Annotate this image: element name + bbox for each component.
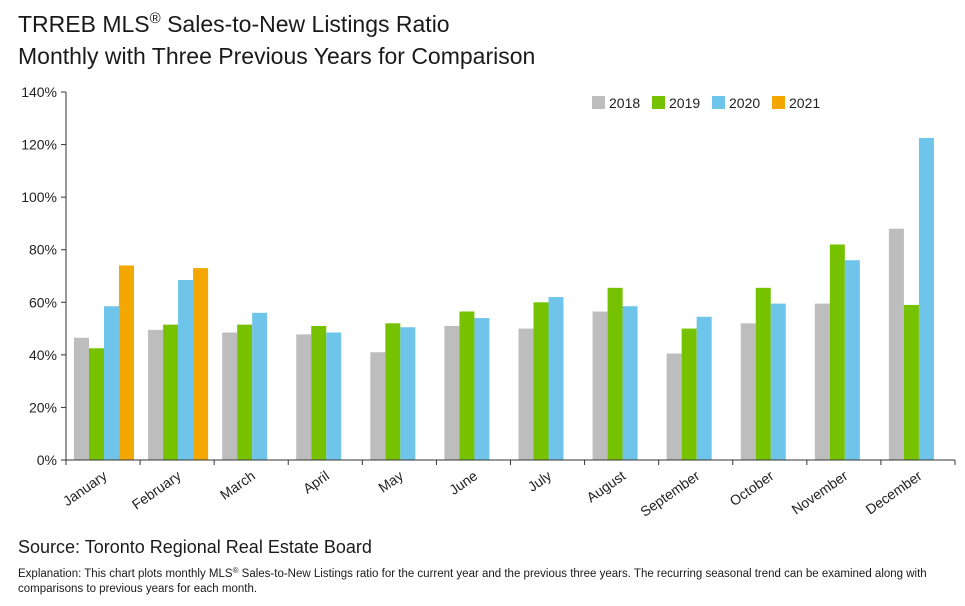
- bar-2018-february: [148, 329, 164, 460]
- x-tick-label: January: [60, 467, 110, 509]
- bar-2018-july: [518, 328, 534, 460]
- bar-2018-september: [666, 353, 682, 460]
- bar-2019-june: [459, 311, 475, 460]
- bar-2019-april: [311, 325, 327, 460]
- x-tick-label: November: [789, 467, 851, 517]
- bar-2020-january: [104, 306, 119, 460]
- x-tick-label: October: [727, 467, 777, 509]
- legend-label-2018: 2018: [609, 95, 640, 111]
- bar-2019-february: [163, 324, 179, 460]
- bar-2020-june: [474, 318, 490, 460]
- explanation-registered-mark: ®: [232, 566, 239, 575]
- chart-subtitle: Monthly with Three Previous Years for Co…: [18, 43, 536, 69]
- bars: [74, 138, 934, 460]
- legend-label-2021: 2021: [789, 95, 820, 111]
- source-note: Source: Toronto Regional Real Estate Boa…: [18, 537, 372, 557]
- bar-2020-may: [400, 327, 416, 460]
- bar-2019-october: [755, 287, 771, 460]
- bar-2019-november: [829, 244, 845, 460]
- y-tick-label: 80%: [29, 242, 57, 258]
- explanation-text-a: Explanation: This chart plots monthly ML…: [18, 568, 233, 580]
- y-tick-label: 140%: [21, 84, 57, 100]
- bar-2021-january: [119, 265, 134, 460]
- bar-chart: 0% 20% 40% 60% 80% 100% 120% 140% January Februa…: [21, 84, 956, 520]
- bar-2018-january: [74, 337, 89, 460]
- bar-2020-december: [918, 138, 934, 460]
- x-tick-label: February: [129, 467, 184, 512]
- y-tick-label: 40%: [29, 347, 57, 363]
- axes: [65, 92, 956, 465]
- bar-2018-march: [222, 332, 238, 460]
- bar-2019-january: [89, 348, 104, 460]
- bar-2018-april: [296, 334, 312, 460]
- bar-2019-may: [385, 323, 401, 460]
- explanation-text-b: Sales-to-New Listings ratio for the curr…: [18, 568, 927, 595]
- title-line: TRREB MLS® Sales-to-New Listings Ratio: [18, 8, 535, 40]
- title-rest: Sales-to-New Listings Ratio: [160, 11, 450, 37]
- legend-swatch-2018: [592, 96, 605, 109]
- bar-2020-april: [326, 332, 342, 460]
- legend-label-2020: 2020: [729, 95, 760, 111]
- title-main: TRREB MLS: [18, 11, 150, 37]
- bar-2020-february: [178, 279, 194, 460]
- bar-2019-august: [607, 287, 623, 460]
- chart-title: TRREB MLS® Sales-to-New Listings Ratio M…: [18, 8, 535, 72]
- bar-2019-december: [903, 304, 919, 460]
- y-tick-label: 0%: [37, 452, 57, 468]
- legend: 2018 2019 2020 2021: [592, 95, 820, 111]
- x-tick-label: December: [863, 467, 925, 517]
- bar-2018-august: [592, 311, 608, 460]
- bar-2020-august: [622, 306, 638, 460]
- bar-2018-june: [444, 325, 460, 460]
- bar-2020-november: [844, 260, 860, 460]
- y-axis: 0% 20% 40% 60% 80% 100% 120% 140%: [21, 84, 66, 468]
- x-tick-label: July: [525, 467, 555, 494]
- bar-2019-march: [237, 324, 253, 460]
- bar-2020-july: [548, 297, 564, 460]
- bar-2018-december: [888, 228, 904, 460]
- bar-2020-september: [696, 316, 712, 460]
- registered-mark: ®: [149, 10, 161, 27]
- explanation-note: Explanation: This chart plots monthly ML…: [18, 567, 948, 597]
- legend-label-2019: 2019: [669, 95, 700, 111]
- x-tick-label: August: [583, 467, 628, 505]
- x-tick-label: May: [375, 467, 406, 495]
- x-tick-label: April: [300, 467, 332, 496]
- bar-2020-october: [770, 303, 786, 460]
- y-tick-label: 20%: [29, 399, 57, 415]
- bar-2020-march: [252, 312, 268, 460]
- bar-2018-november: [814, 303, 830, 460]
- bar-2018-october: [740, 323, 756, 460]
- bar-2021-february: [193, 268, 209, 460]
- legend-swatch-2020: [712, 96, 725, 109]
- x-tick-label: September: [637, 467, 703, 520]
- y-tick-label: 100%: [21, 189, 57, 205]
- y-tick-label: 60%: [29, 294, 57, 310]
- legend-swatch-2021: [772, 96, 785, 109]
- bar-2019-september: [681, 328, 697, 460]
- x-axis-labels: January February March April May June July Augu…: [60, 467, 925, 520]
- x-tick-label: March: [217, 467, 258, 502]
- bar-2018-may: [370, 352, 386, 460]
- bar-2019-july: [533, 302, 549, 460]
- y-tick-label: 120%: [21, 137, 57, 153]
- legend-swatch-2019: [652, 96, 665, 109]
- x-tick-label: June: [446, 467, 480, 498]
